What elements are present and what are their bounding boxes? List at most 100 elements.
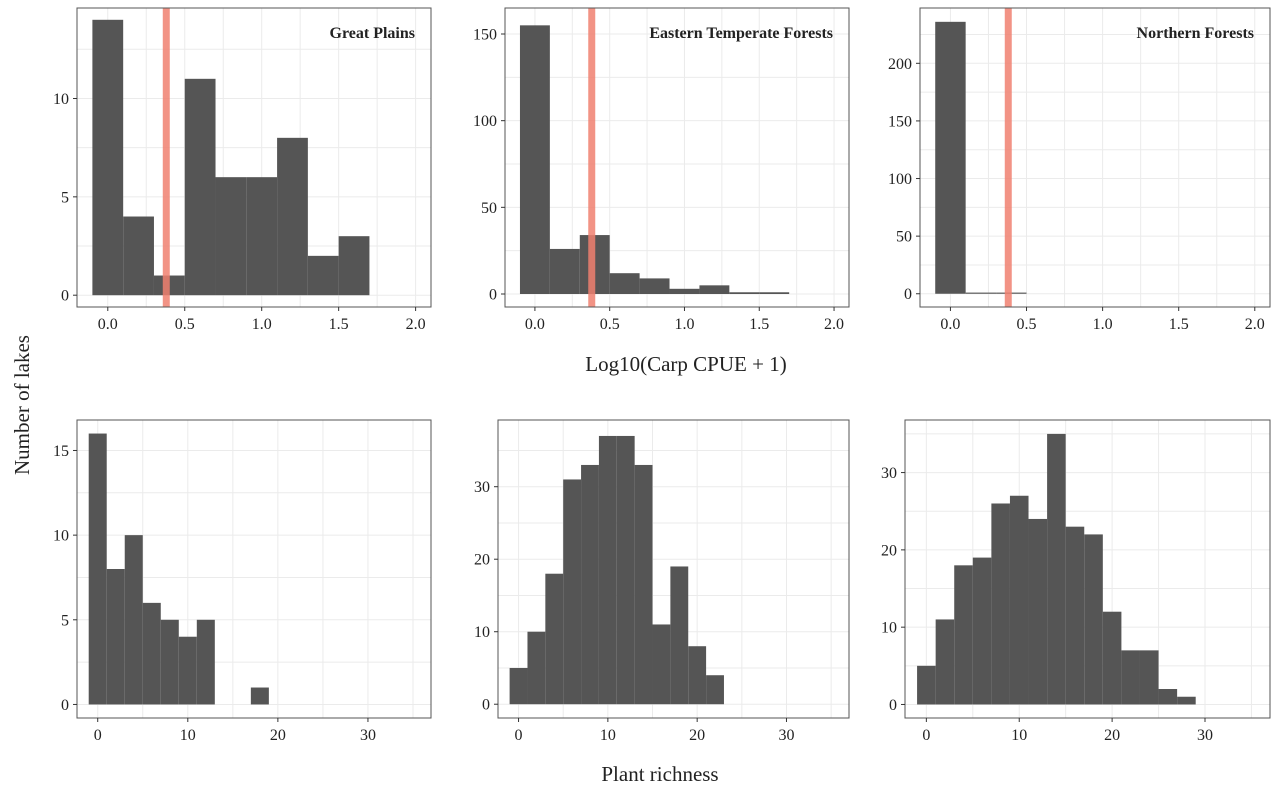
x-tick-label: 10 — [180, 727, 196, 744]
x-tick-label: 30 — [778, 727, 794, 744]
histogram-bar — [1009, 495, 1029, 705]
x-tick-label: 0.5 — [600, 316, 620, 333]
y-tick-label: 0 — [889, 697, 897, 714]
x-tick-label: 20 — [689, 727, 705, 744]
histogram-bar — [88, 433, 107, 705]
panel-title: Eastern Temperate Forests — [649, 25, 833, 42]
histogram-bar — [639, 278, 670, 294]
y-tick-label: 5 — [61, 189, 69, 206]
y-axis-title: Number of lakes — [10, 335, 34, 475]
histogram-bar — [688, 646, 707, 705]
histogram-bar — [706, 675, 724, 705]
histogram-bar — [634, 464, 653, 705]
histogram-bar — [142, 602, 161, 705]
y-tick-label: 100 — [888, 171, 912, 188]
histogram-bar — [1028, 518, 1048, 705]
row2-x-axis-title: Plant richness — [601, 762, 718, 786]
panel-2: 0.0 0.5 1.0 1.5 2.0 0 50 100 150 Eastern Temperat… — [473, 7, 850, 333]
y-tick-label: 20 — [474, 552, 490, 569]
x-tick-label: 0.0 — [940, 316, 960, 333]
y-tick-label: 0 — [489, 287, 497, 304]
histogram-bar — [729, 292, 760, 294]
x-tick-label: 1.0 — [674, 316, 694, 333]
panel-frame — [76, 419, 432, 719]
panel-frame — [76, 7, 432, 308]
histogram-bar — [178, 636, 197, 705]
panel-6: 0 10 20 30 0 10 20 30 — [881, 419, 1271, 744]
panel-frame — [904, 419, 1271, 719]
x-tick-label: 20 — [1104, 727, 1120, 744]
x-tick-label: 0 — [515, 727, 523, 744]
y-tick-label: 50 — [896, 229, 912, 246]
y-tick-label: 10 — [474, 624, 490, 641]
histogram-bar — [545, 573, 564, 705]
x-tick-label: 2.0 — [1245, 316, 1265, 333]
x-tick-label: 2.0 — [824, 316, 844, 333]
y-tick-label: 10 — [53, 91, 69, 108]
y-tick-label: 150 — [473, 27, 497, 44]
panel-4: 0 10 20 30 0 5 10 15 — [53, 419, 432, 744]
x-tick-label: 0 — [94, 727, 102, 744]
y-tick-label: 30 — [474, 479, 490, 496]
histogram-bar — [669, 288, 700, 294]
panel-frame — [919, 7, 1271, 308]
x-tick-label: 20 — [270, 727, 286, 744]
x-tick-label: 10 — [1011, 727, 1027, 744]
panel-title: Northern Forests — [1137, 25, 1254, 42]
y-tick-label: 200 — [888, 56, 912, 73]
y-tick-label: 5 — [61, 612, 69, 629]
histogram-bar — [563, 479, 582, 705]
x-tick-label: 0.0 — [98, 316, 118, 333]
histogram-bar — [935, 21, 966, 294]
y-tick-label: 10 — [53, 528, 69, 545]
y-tick-label: 100 — [473, 113, 497, 130]
y-tick-label: 20 — [881, 542, 897, 559]
histogram-bar — [549, 248, 580, 294]
histogram-bar — [196, 619, 215, 705]
panel-5: 0 10 20 30 0 10 20 30 — [474, 419, 850, 744]
y-tick-label: 50 — [481, 200, 497, 217]
histogram-bar — [509, 667, 528, 705]
histogram-bar — [277, 137, 308, 296]
threshold-line — [162, 8, 170, 307]
histogram-bar — [123, 216, 154, 296]
threshold-line — [588, 8, 596, 307]
histogram-bar — [250, 687, 269, 705]
x-tick-label: 1.0 — [252, 316, 272, 333]
histogram-bar — [1047, 433, 1066, 705]
histogram-bar — [1065, 526, 1085, 705]
histogram-bar — [616, 435, 635, 705]
x-tick-label: 1.5 — [1169, 316, 1189, 333]
histogram-bar — [972, 557, 992, 705]
histogram-bar — [160, 619, 179, 705]
histogram-bar — [1177, 696, 1196, 705]
histogram-bar — [527, 631, 546, 705]
x-tick-label: 0.5 — [175, 316, 195, 333]
x-tick-label: 0.5 — [1017, 316, 1037, 333]
row1-x-axis-title: Log10(Carp CPUE + 1) — [585, 352, 786, 376]
x-tick-label: 1.5 — [329, 316, 349, 333]
histogram-bar — [917, 665, 936, 705]
histogram-bar — [954, 565, 973, 705]
histogram-bar — [609, 273, 640, 294]
x-tick-label: 1.0 — [1093, 316, 1113, 333]
histogram-bar — [598, 435, 617, 705]
histogram-bar — [246, 177, 278, 296]
histogram-bar — [519, 25, 550, 294]
panel-frame — [504, 7, 850, 308]
x-tick-label: 30 — [1197, 727, 1213, 744]
panel-3: 0.0 0.5 1.0 1.5 2.0 0 50 100 150 200 Northern Fore… — [888, 7, 1271, 333]
histogram-bar — [670, 566, 689, 705]
histogram-bar — [92, 19, 124, 296]
x-tick-label: 0.0 — [525, 316, 545, 333]
y-tick-label: 0 — [61, 288, 69, 305]
histogram-bar — [184, 78, 216, 296]
y-tick-label: 10 — [881, 620, 897, 637]
y-tick-label: 0 — [61, 697, 69, 714]
histogram-bar — [1121, 650, 1140, 705]
histogram-bar — [991, 503, 1010, 705]
x-tick-label: 10 — [600, 727, 616, 744]
histogram-bar — [652, 624, 671, 705]
